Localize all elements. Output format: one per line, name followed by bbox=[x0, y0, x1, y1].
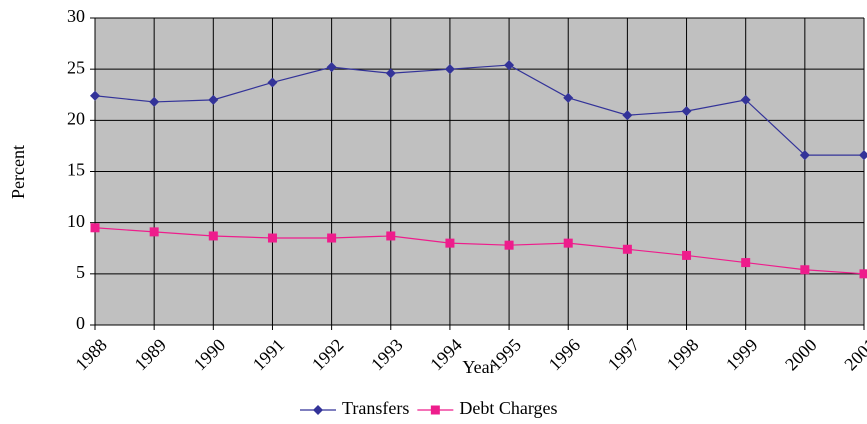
marker bbox=[859, 269, 867, 279]
x-tick-label: 1991 bbox=[249, 335, 289, 375]
marker bbox=[208, 94, 219, 105]
x-tick-label: 1999 bbox=[722, 335, 762, 375]
x-tick-label: 1989 bbox=[130, 335, 170, 375]
x-tick-label: 1990 bbox=[190, 335, 230, 375]
x-tick-label: 2000 bbox=[781, 335, 821, 375]
marker bbox=[445, 238, 455, 248]
marker bbox=[385, 68, 396, 79]
x-tick-label: 1996 bbox=[545, 335, 585, 375]
y-axis-label: Percent bbox=[8, 145, 28, 199]
marker bbox=[327, 233, 337, 243]
marker bbox=[563, 238, 573, 248]
y-tick-label: 15 bbox=[67, 160, 85, 180]
y-tick-label: 5 bbox=[76, 262, 85, 282]
x-tick-label: 1992 bbox=[308, 335, 348, 375]
marker bbox=[444, 64, 455, 75]
y-tick-label: 0 bbox=[76, 313, 85, 333]
marker bbox=[622, 244, 632, 254]
marker bbox=[313, 405, 323, 415]
marker bbox=[430, 405, 440, 415]
marker bbox=[386, 231, 396, 241]
marker bbox=[149, 227, 159, 237]
marker bbox=[504, 240, 514, 250]
marker bbox=[859, 150, 867, 161]
marker bbox=[563, 92, 574, 103]
marker bbox=[682, 250, 692, 260]
marker bbox=[149, 96, 160, 107]
marker bbox=[622, 110, 633, 121]
x-tick-label: 2001 bbox=[840, 335, 867, 375]
legend-label: Transfers bbox=[342, 398, 409, 418]
x-tick-label: 1998 bbox=[663, 335, 703, 375]
marker bbox=[800, 265, 810, 275]
marker bbox=[681, 106, 692, 117]
x-tick-label: 1988 bbox=[71, 335, 111, 375]
marker bbox=[740, 94, 751, 105]
y-tick-label: 25 bbox=[67, 57, 85, 77]
y-tick-label: 10 bbox=[67, 211, 85, 231]
y-tick-label: 30 bbox=[67, 6, 85, 26]
marker bbox=[799, 150, 810, 161]
x-tick-label: 1997 bbox=[604, 335, 644, 375]
series-line bbox=[94, 227, 865, 275]
series-line bbox=[94, 64, 864, 156]
marker bbox=[267, 233, 277, 243]
marker bbox=[90, 90, 100, 101]
marker bbox=[326, 62, 337, 73]
marker bbox=[504, 60, 515, 71]
marker bbox=[267, 77, 278, 88]
marker bbox=[741, 258, 751, 268]
marker bbox=[90, 223, 100, 233]
y-tick-label: 20 bbox=[67, 108, 85, 128]
x-tick-label: 1994 bbox=[426, 335, 466, 375]
legend-label: Debt Charges bbox=[459, 398, 557, 418]
x-axis-label: Year bbox=[462, 357, 495, 377]
marker bbox=[208, 231, 218, 241]
x-tick-label: 1993 bbox=[367, 335, 407, 375]
